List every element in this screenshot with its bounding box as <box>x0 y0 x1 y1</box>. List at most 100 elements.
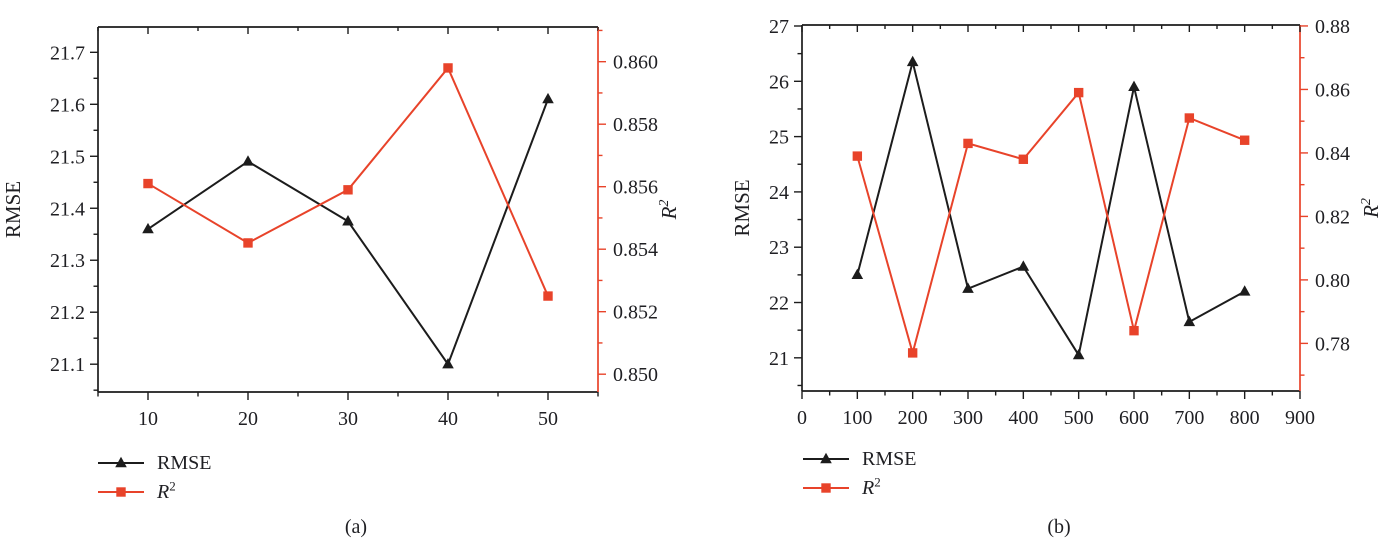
svg-text:21.7: 21.7 <box>50 42 85 64</box>
triangle-marker <box>442 357 454 369</box>
svg-text:0.88: 0.88 <box>1315 16 1350 38</box>
triangle-marker <box>906 55 919 67</box>
svg-text:RMSE: RMSE <box>1 181 25 238</box>
svg-text:21: 21 <box>769 348 789 370</box>
svg-text:30: 30 <box>338 408 358 430</box>
svg-text:200: 200 <box>898 407 928 429</box>
square-marker <box>143 178 153 189</box>
square-marker <box>1184 113 1195 123</box>
plot-frame <box>801 24 1301 392</box>
square-marker <box>116 487 126 497</box>
svg-text:20: 20 <box>238 408 258 430</box>
svg-text:27: 27 <box>769 16 789 38</box>
svg-text:0.854: 0.854 <box>613 239 658 261</box>
svg-text:400: 400 <box>1008 407 1038 429</box>
x-axis <box>801 25 1301 399</box>
square-marker <box>1129 325 1139 336</box>
y-axis-right <box>598 29 606 375</box>
legend-item-r2: R2 <box>98 478 211 503</box>
y-right-tick-labels: 0.78 0.80 0.82 0.84 0.86 0.88 <box>1315 16 1350 355</box>
triangle-marker <box>1128 80 1140 92</box>
triangle-marker <box>1238 285 1251 296</box>
svg-text:700: 700 <box>1174 407 1204 429</box>
chart-a: 10 20 30 40 50 21.1 21.2 21.3 21.4 21.5 21.6 21.7 RM… <box>1 26 681 430</box>
triangle-marker <box>142 222 154 234</box>
svg-text:24: 24 <box>769 182 789 204</box>
triangle-legend-key <box>98 456 144 468</box>
svg-text:50: 50 <box>538 408 558 430</box>
triangle-legend-key <box>803 452 849 464</box>
svg-text:0: 0 <box>797 407 807 429</box>
svg-text:25: 25 <box>769 127 789 149</box>
square-marker <box>443 63 453 73</box>
svg-text:21.4: 21.4 <box>50 198 85 220</box>
svg-text:26: 26 <box>769 71 789 93</box>
panel-a: 10 20 30 40 50 21.1 21.2 21.3 21.4 21.5 21.6 21.7 RM… <box>1 26 681 538</box>
x-tick-labels: 0 100 200 300 400 500 600 700 800 900 <box>797 407 1315 429</box>
legend-label-r2: R2 <box>862 474 881 499</box>
svg-text:40: 40 <box>438 408 458 430</box>
y-axis-right <box>1300 25 1308 376</box>
square-marker <box>1073 87 1084 98</box>
svg-text:0.858: 0.858 <box>613 114 658 136</box>
svg-text:0.860: 0.860 <box>613 52 658 74</box>
svg-text:21.6: 21.6 <box>50 94 85 116</box>
svg-text:500: 500 <box>1064 407 1094 429</box>
plot-frame <box>97 26 599 393</box>
svg-text:R2: R2 <box>1359 198 1383 219</box>
svg-text:0.852: 0.852 <box>613 302 658 324</box>
series-rmse <box>851 55 1251 360</box>
caption-b: (b) <box>1047 516 1071 538</box>
svg-text:600: 600 <box>1119 407 1149 429</box>
square-marker <box>1018 154 1029 164</box>
svg-text:21.2: 21.2 <box>50 302 85 324</box>
svg-text:300: 300 <box>953 407 983 429</box>
y-left-tick-labels: 21 22 23 24 25 26 27 <box>769 16 789 370</box>
triangle-marker <box>342 215 354 226</box>
svg-text:21.3: 21.3 <box>50 250 85 272</box>
legend-item-rmse: RMSE <box>803 449 916 469</box>
svg-text:100: 100 <box>842 407 872 429</box>
series-r2 <box>143 63 553 301</box>
triangle-marker <box>542 92 554 104</box>
svg-text:0.78: 0.78 <box>1315 333 1350 355</box>
svg-text:800: 800 <box>1230 407 1260 429</box>
legend-label-rmse: RMSE <box>862 448 917 470</box>
x-axis <box>97 27 599 400</box>
legend-a: RMSE R2 <box>98 453 211 511</box>
svg-text:10: 10 <box>138 408 158 430</box>
legend-item-r2: R2 <box>803 474 916 499</box>
square-marker <box>907 348 918 358</box>
svg-text:0.80: 0.80 <box>1315 270 1350 292</box>
triangle-marker <box>820 452 832 464</box>
svg-text:0.856: 0.856 <box>613 177 658 199</box>
legend-label-r2: R2 <box>157 478 176 503</box>
svg-text:0.850: 0.850 <box>613 364 658 386</box>
caption-a: (a) <box>344 516 368 538</box>
triangle-marker <box>242 155 254 166</box>
square-marker <box>243 238 253 248</box>
triangle-marker <box>851 268 864 280</box>
svg-text:0.82: 0.82 <box>1315 206 1350 228</box>
triangle-marker <box>1072 348 1085 360</box>
square-marker <box>543 291 553 301</box>
panel-b: 0 100 200 300 400 500 600 700 800 900 21 22 23 24 25 26… <box>700 0 1398 558</box>
square-marker <box>852 151 863 161</box>
svg-text:0.86: 0.86 <box>1315 79 1350 101</box>
square-marker <box>821 483 831 493</box>
square-legend-key <box>98 487 144 497</box>
series-rmse <box>142 92 554 369</box>
svg-text:0.84: 0.84 <box>1315 143 1350 165</box>
square-marker <box>343 185 353 195</box>
y-left-tick-labels: 21.1 21.2 21.3 21.4 21.5 21.6 21.7 <box>50 42 85 376</box>
svg-text:22: 22 <box>769 293 789 315</box>
chart-b: 0 100 200 300 400 500 600 700 800 900 21 22 23 24 25 26… <box>730 16 1383 429</box>
svg-text:23: 23 <box>769 237 789 259</box>
square-legend-key <box>803 483 849 493</box>
triangle-marker <box>115 456 127 468</box>
legend-item-rmse: RMSE <box>98 453 211 473</box>
series-r2 <box>852 87 1250 358</box>
svg-text:21.5: 21.5 <box>50 146 85 168</box>
square-marker <box>1239 135 1250 145</box>
